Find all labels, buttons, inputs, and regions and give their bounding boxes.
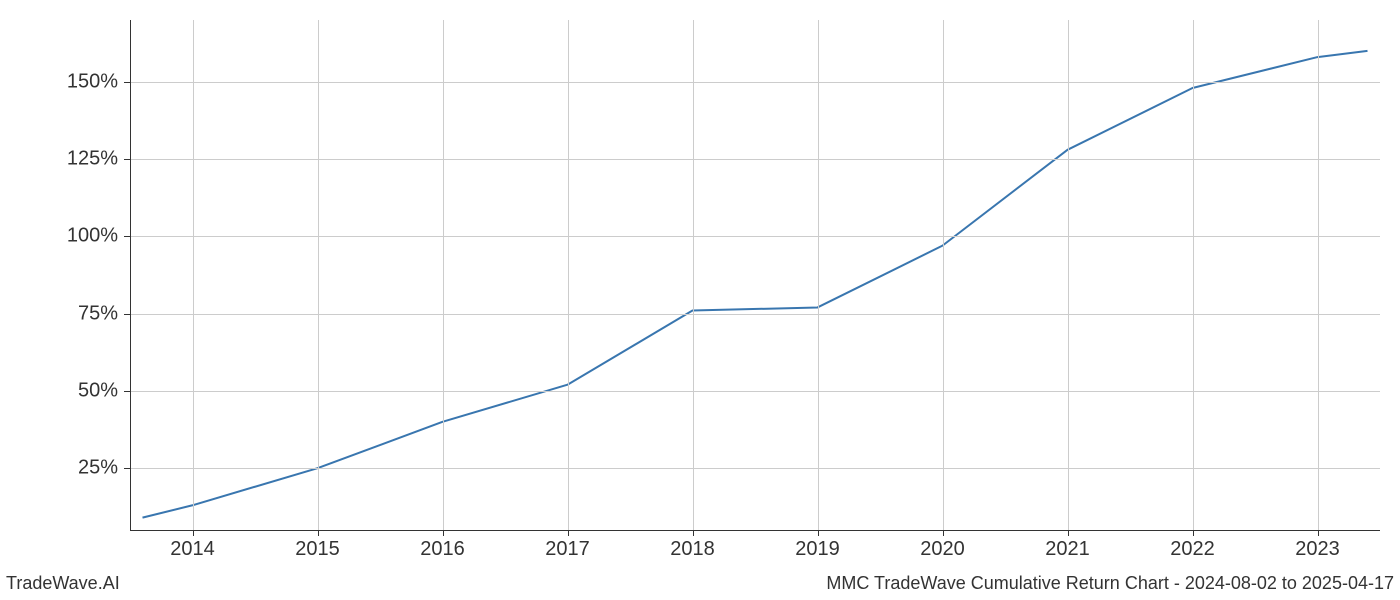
- grid-line-horizontal: [130, 236, 1380, 237]
- x-tick-label: 2020: [920, 538, 965, 561]
- y-tick-label: 150%: [67, 70, 118, 93]
- grid-line-vertical: [1318, 20, 1319, 530]
- grid-line-vertical: [1193, 20, 1194, 530]
- grid-line-vertical: [1068, 20, 1069, 530]
- grid-line-horizontal: [130, 159, 1380, 160]
- grid-line-vertical: [568, 20, 569, 530]
- x-tick-label: 2014: [170, 538, 215, 561]
- x-tick-label: 2023: [1295, 538, 1340, 561]
- x-tick-label: 2015: [295, 538, 340, 561]
- return-line-series: [143, 51, 1368, 518]
- x-tick-label: 2016: [420, 538, 465, 561]
- y-tick-label: 25%: [78, 457, 118, 480]
- footer-right-label: MMC TradeWave Cumulative Return Chart - …: [826, 573, 1394, 594]
- y-tick-label: 50%: [78, 379, 118, 402]
- x-tick-label: 2018: [670, 538, 715, 561]
- plot-area: 2014201520162017201820192020202120222023…: [130, 20, 1380, 530]
- grid-line-horizontal: [130, 391, 1380, 392]
- y-axis-spine: [130, 20, 131, 530]
- grid-line-vertical: [943, 20, 944, 530]
- grid-line-vertical: [443, 20, 444, 530]
- grid-line-vertical: [693, 20, 694, 530]
- y-tick-label: 75%: [78, 302, 118, 325]
- x-tick-label: 2021: [1045, 538, 1090, 561]
- grid-line-horizontal: [130, 468, 1380, 469]
- grid-line-horizontal: [130, 82, 1380, 83]
- grid-line-horizontal: [130, 314, 1380, 315]
- x-axis-spine: [130, 530, 1380, 531]
- footer-left-label: TradeWave.AI: [6, 573, 120, 594]
- x-tick-label: 2019: [795, 538, 840, 561]
- y-tick-label: 125%: [67, 148, 118, 171]
- grid-line-vertical: [818, 20, 819, 530]
- x-tick-label: 2017: [545, 538, 590, 561]
- grid-line-vertical: [193, 20, 194, 530]
- x-tick-label: 2022: [1170, 538, 1215, 561]
- y-tick-label: 100%: [67, 225, 118, 248]
- chart-container: 2014 2015 2016 2017 2018 2019 2020 2021 2022 2023…: [0, 0, 1400, 600]
- grid-line-vertical: [318, 20, 319, 530]
